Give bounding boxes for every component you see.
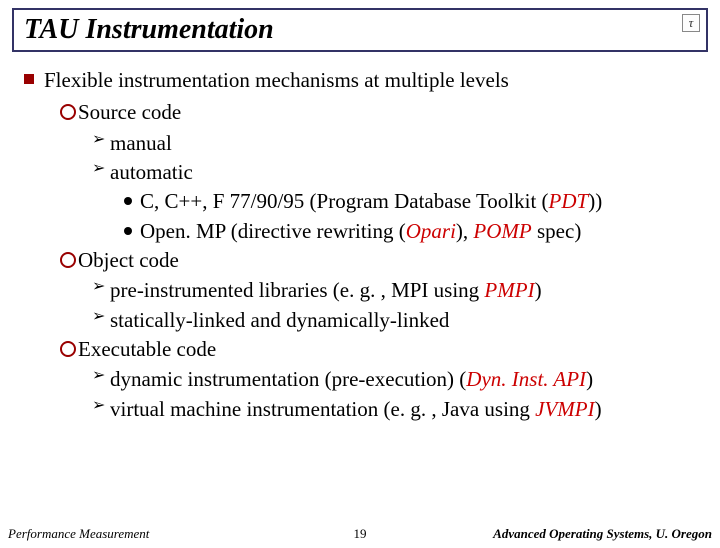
subitem-openmp: Open. MP (directive rewriting (Opari), P… bbox=[24, 217, 696, 245]
emphasis-opari: Opari bbox=[406, 219, 456, 243]
item-text: automatic bbox=[110, 160, 193, 184]
item-text: manual bbox=[110, 131, 172, 155]
section-object-code: Object code bbox=[24, 246, 696, 274]
slide-title: TAU Instrumentation bbox=[24, 14, 274, 45]
text-part: )) bbox=[588, 189, 602, 213]
text-part: ), bbox=[456, 219, 474, 243]
emphasis-pdt: PDT bbox=[549, 189, 589, 213]
tau-logo-icon: τ bbox=[682, 14, 700, 32]
text-part: ) bbox=[535, 278, 542, 302]
main-bullet-text: Flexible instrumentation mechanisms at m… bbox=[44, 68, 509, 92]
emphasis-jvmpi: JVMPI bbox=[535, 397, 594, 421]
slide-content: Flexible instrumentation mechanisms at m… bbox=[0, 52, 720, 423]
section-label: Object code bbox=[78, 248, 179, 272]
text-part: ) bbox=[586, 367, 593, 391]
item-text: statically-linked and dynamically-linked bbox=[110, 308, 449, 332]
emphasis-dyninst: Dyn. Inst. API bbox=[466, 367, 586, 391]
item-jvmpi: virtual machine instrumentation (e. g. ,… bbox=[24, 395, 696, 423]
item-automatic: automatic bbox=[24, 158, 696, 186]
section-label: Source code bbox=[78, 100, 181, 124]
text-part: virtual machine instrumentation (e. g. ,… bbox=[110, 397, 535, 421]
text-part: ) bbox=[595, 397, 602, 421]
section-executable-code: Executable code bbox=[24, 335, 696, 363]
item-dyninst: dynamic instrumentation (pre-execution) … bbox=[24, 365, 696, 393]
text-part: pre-instrumented libraries (e. g. , MPI … bbox=[110, 278, 484, 302]
emphasis-pomp: POMP bbox=[473, 219, 531, 243]
section-source-code: Source code bbox=[24, 98, 696, 126]
text-part: Open. MP (directive rewriting ( bbox=[140, 219, 406, 243]
title-container: TAU Instrumentation τ bbox=[12, 8, 708, 52]
subitem-pdt: C, C++, F 77/90/95 (Program Database Too… bbox=[24, 187, 696, 215]
main-bullet: Flexible instrumentation mechanisms at m… bbox=[24, 66, 696, 94]
item-manual: manual bbox=[24, 129, 696, 157]
section-label: Executable code bbox=[78, 337, 216, 361]
emphasis-pmpi: PMPI bbox=[484, 278, 534, 302]
text-part: spec) bbox=[532, 219, 582, 243]
item-linked: statically-linked and dynamically-linked bbox=[24, 306, 696, 334]
item-preinstrumented: pre-instrumented libraries (e. g. , MPI … bbox=[24, 276, 696, 304]
text-part: dynamic instrumentation (pre-execution) … bbox=[110, 367, 466, 391]
text-part: C, C++, F 77/90/95 (Program Database Too… bbox=[140, 189, 549, 213]
